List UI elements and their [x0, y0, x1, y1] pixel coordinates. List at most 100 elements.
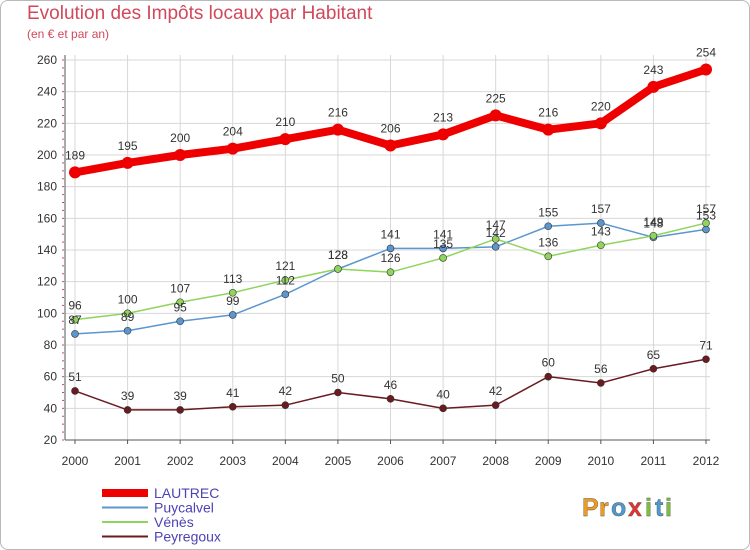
- data-label: 220: [591, 99, 611, 113]
- data-point: [437, 128, 450, 141]
- data-label: 148: [643, 216, 663, 230]
- axis-layer: 20 40 60 80 100 120 140 160 180 200 220 240 260 2000 2…: [37, 53, 720, 468]
- data-label: 39: [173, 389, 187, 403]
- data-point: [597, 379, 605, 387]
- y-tick-label: 20: [44, 433, 58, 447]
- x-tick-label: 2008: [482, 454, 509, 468]
- data-point: [281, 276, 290, 284]
- data-point: [700, 63, 712, 76]
- y-tick-label: 120: [37, 275, 57, 289]
- logo-letter: P: [582, 494, 599, 522]
- data-point: [123, 309, 132, 318]
- data-point: [594, 117, 607, 130]
- data-label: 216: [328, 106, 348, 120]
- data-label: 107: [170, 281, 190, 295]
- data-point: [121, 156, 134, 169]
- data-point: [71, 330, 79, 338]
- data-label: 87: [68, 313, 82, 327]
- logo-letter: r: [599, 494, 609, 522]
- data-point: [597, 241, 605, 250]
- legend-label: Peyregoux: [154, 529, 221, 545]
- data-point: [228, 288, 237, 297]
- data-point: [489, 109, 502, 122]
- data-label: 128: [328, 248, 348, 262]
- data-point: [439, 404, 447, 413]
- data-label: 141: [380, 227, 400, 241]
- data-point: [439, 244, 447, 253]
- data-point: [279, 133, 292, 146]
- data-label: 112: [276, 273, 295, 287]
- y-tick-label: 240: [37, 85, 57, 99]
- data-point: [491, 243, 500, 251]
- data-point: [228, 402, 237, 411]
- data-label: 216: [538, 106, 558, 120]
- data-label: 157: [696, 202, 716, 216]
- data-point: [702, 219, 710, 227]
- data-point: [702, 225, 710, 234]
- data-label: 60: [542, 356, 556, 370]
- data-point: [176, 406, 184, 414]
- data-point: [281, 401, 290, 409]
- data-label: 153: [696, 208, 716, 222]
- data-label: 204: [223, 125, 243, 139]
- x-tick-label: 2009: [535, 454, 562, 468]
- data-label: 100: [118, 292, 138, 306]
- data-label: 42: [279, 384, 293, 398]
- data-point: [439, 254, 447, 262]
- data-point: [491, 235, 500, 243]
- y-tick-label: 160: [37, 211, 57, 225]
- data-point: [597, 219, 605, 227]
- x-tick-label: 2010: [587, 454, 614, 468]
- data-label: 135: [433, 237, 453, 251]
- y-tick-label: 100: [37, 306, 57, 320]
- data-label: 128: [328, 248, 348, 262]
- data-point: [386, 395, 395, 403]
- data-point: [331, 123, 344, 136]
- data-label: 89: [121, 310, 135, 324]
- data-point: [176, 317, 184, 326]
- y-tick-label: 80: [44, 338, 58, 352]
- legend-label: Puycalvel: [154, 500, 214, 516]
- data-label: 50: [331, 372, 345, 386]
- data-label: 195: [118, 139, 138, 153]
- x-tick-label: 2004: [272, 454, 299, 468]
- logo-letter: x: [628, 494, 642, 522]
- data-point: [228, 311, 237, 319]
- data-label: 99: [226, 294, 240, 308]
- data-label: 65: [647, 348, 661, 362]
- data-point: [649, 231, 658, 240]
- data-point: [71, 387, 79, 395]
- data-point: [123, 406, 132, 414]
- data-point: [544, 252, 553, 261]
- data-label: 41: [226, 386, 240, 400]
- data-label: 189: [65, 148, 85, 162]
- data-label: 143: [591, 224, 611, 238]
- data-label: 210: [275, 115, 295, 129]
- series-layer: [69, 63, 712, 414]
- legend-label: Vénès: [154, 514, 194, 530]
- data-label: 206: [380, 122, 400, 136]
- data-label: 136: [538, 235, 558, 249]
- data-label: 213: [433, 110, 453, 124]
- logo-letter: i: [645, 494, 652, 522]
- data-point: [544, 372, 553, 381]
- data-label: 113: [223, 272, 242, 286]
- data-label: 46: [384, 378, 398, 392]
- x-tick-label: 2001: [114, 454, 141, 468]
- y-tick-label: 40: [44, 401, 58, 415]
- data-label: 42: [489, 384, 503, 398]
- logo-letter: t: [655, 494, 664, 522]
- x-tick-label: 2012: [693, 454, 720, 468]
- y-tick-label: 200: [37, 148, 57, 162]
- data-point: [702, 355, 710, 364]
- data-point: [386, 244, 395, 253]
- legend-label: LAUTREC: [154, 485, 219, 501]
- data-point: [544, 222, 553, 231]
- data-label: 141: [433, 227, 453, 241]
- data-point: [69, 166, 81, 179]
- data-label: 225: [486, 91, 506, 105]
- x-tick-label: 2006: [377, 454, 404, 468]
